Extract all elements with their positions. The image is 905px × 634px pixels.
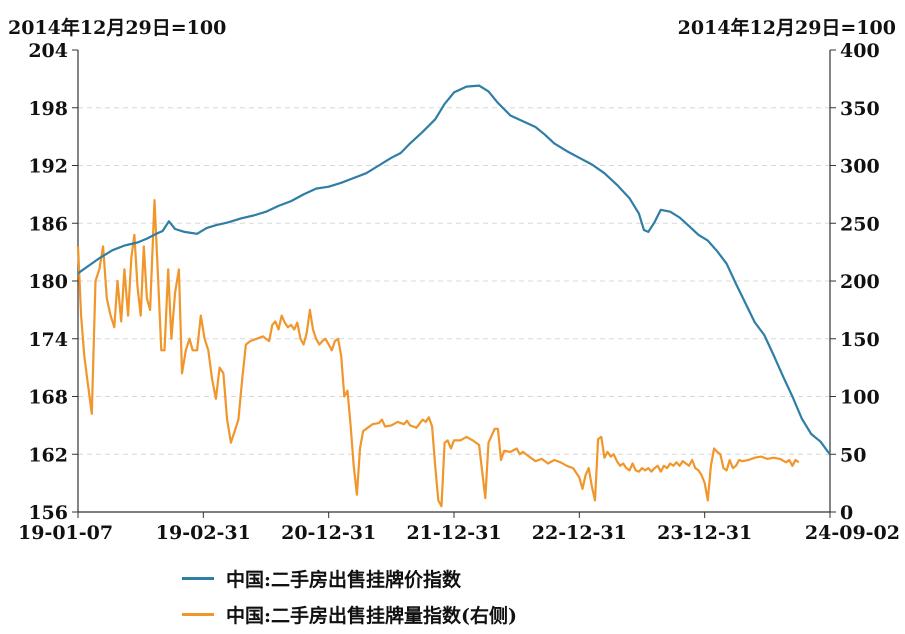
chart: 2014年12月29日=100 2014年12月29日=100 156 162 16… (8, 16, 900, 544)
left-tick-label: 204 (28, 40, 68, 62)
series-lines (76, 84, 831, 508)
right-axis-ticks: 0 50 100 150 200 250 300 350 400 (830, 40, 880, 524)
legend-item-price: 中国:二手房出售挂牌价指数 (182, 560, 517, 596)
right-tick-label: 150 (840, 329, 880, 351)
legend-item-volume: 中国:二手房出售挂牌量指数(右侧) (182, 596, 517, 632)
x-tick-label: 20-12-31 (281, 522, 376, 544)
x-tick-label: 23-12-31 (657, 522, 752, 544)
legend: 中国:二手房出售挂牌价指数 中国:二手房出售挂牌量指数(右侧) (182, 560, 517, 632)
left-tick-label: 192 (28, 156, 68, 178)
left-tick-label: 186 (28, 213, 68, 235)
x-tick-label: 19-02-31 (156, 522, 251, 544)
x-tick-label: 24-09-02 (805, 522, 900, 544)
right-tick-label: 300 (840, 156, 880, 178)
right-tick-label: 250 (840, 213, 880, 235)
left-tick-label: 174 (28, 329, 68, 351)
left-tick-label: 168 (28, 387, 68, 409)
x-tick-label: 19-01-07 (18, 522, 113, 544)
left-tick-label: 180 (28, 271, 68, 293)
left-tick-label: 198 (28, 98, 68, 120)
left-tick-label: 162 (28, 444, 68, 466)
legend-label-price: 中国:二手房出售挂牌价指数 (226, 568, 462, 591)
left-tick-label: 156 (28, 502, 68, 524)
left-axis-ticks: 156 162 168 174 180 186 192 198 204 (28, 40, 78, 524)
x-axis-ticks: 19-01-07 19-02-31 20-12-31 21-12-31 22-12-31… (18, 512, 900, 544)
left-axis-unit: 2014年12月29日=100 (8, 16, 226, 39)
legend-swatch-price (182, 576, 214, 580)
right-tick-label: 350 (840, 98, 880, 120)
right-tick-label: 50 (840, 444, 866, 466)
right-tick-label: 400 (840, 40, 880, 62)
legend-label-volume: 中国:二手房出售挂牌量指数(右侧) (226, 604, 517, 627)
right-tick-label: 200 (840, 271, 880, 293)
x-tick-label: 21-12-31 (406, 522, 501, 544)
legend-swatch-volume (182, 612, 214, 616)
right-tick-label: 0 (840, 502, 853, 524)
right-tick-label: 100 (840, 387, 880, 409)
x-tick-label: 22-12-31 (532, 522, 627, 544)
series-line-price (77, 84, 831, 455)
gridlines (78, 107, 830, 455)
series-line-volume (76, 199, 800, 508)
right-axis-unit: 2014年12月29日=100 (678, 16, 896, 39)
